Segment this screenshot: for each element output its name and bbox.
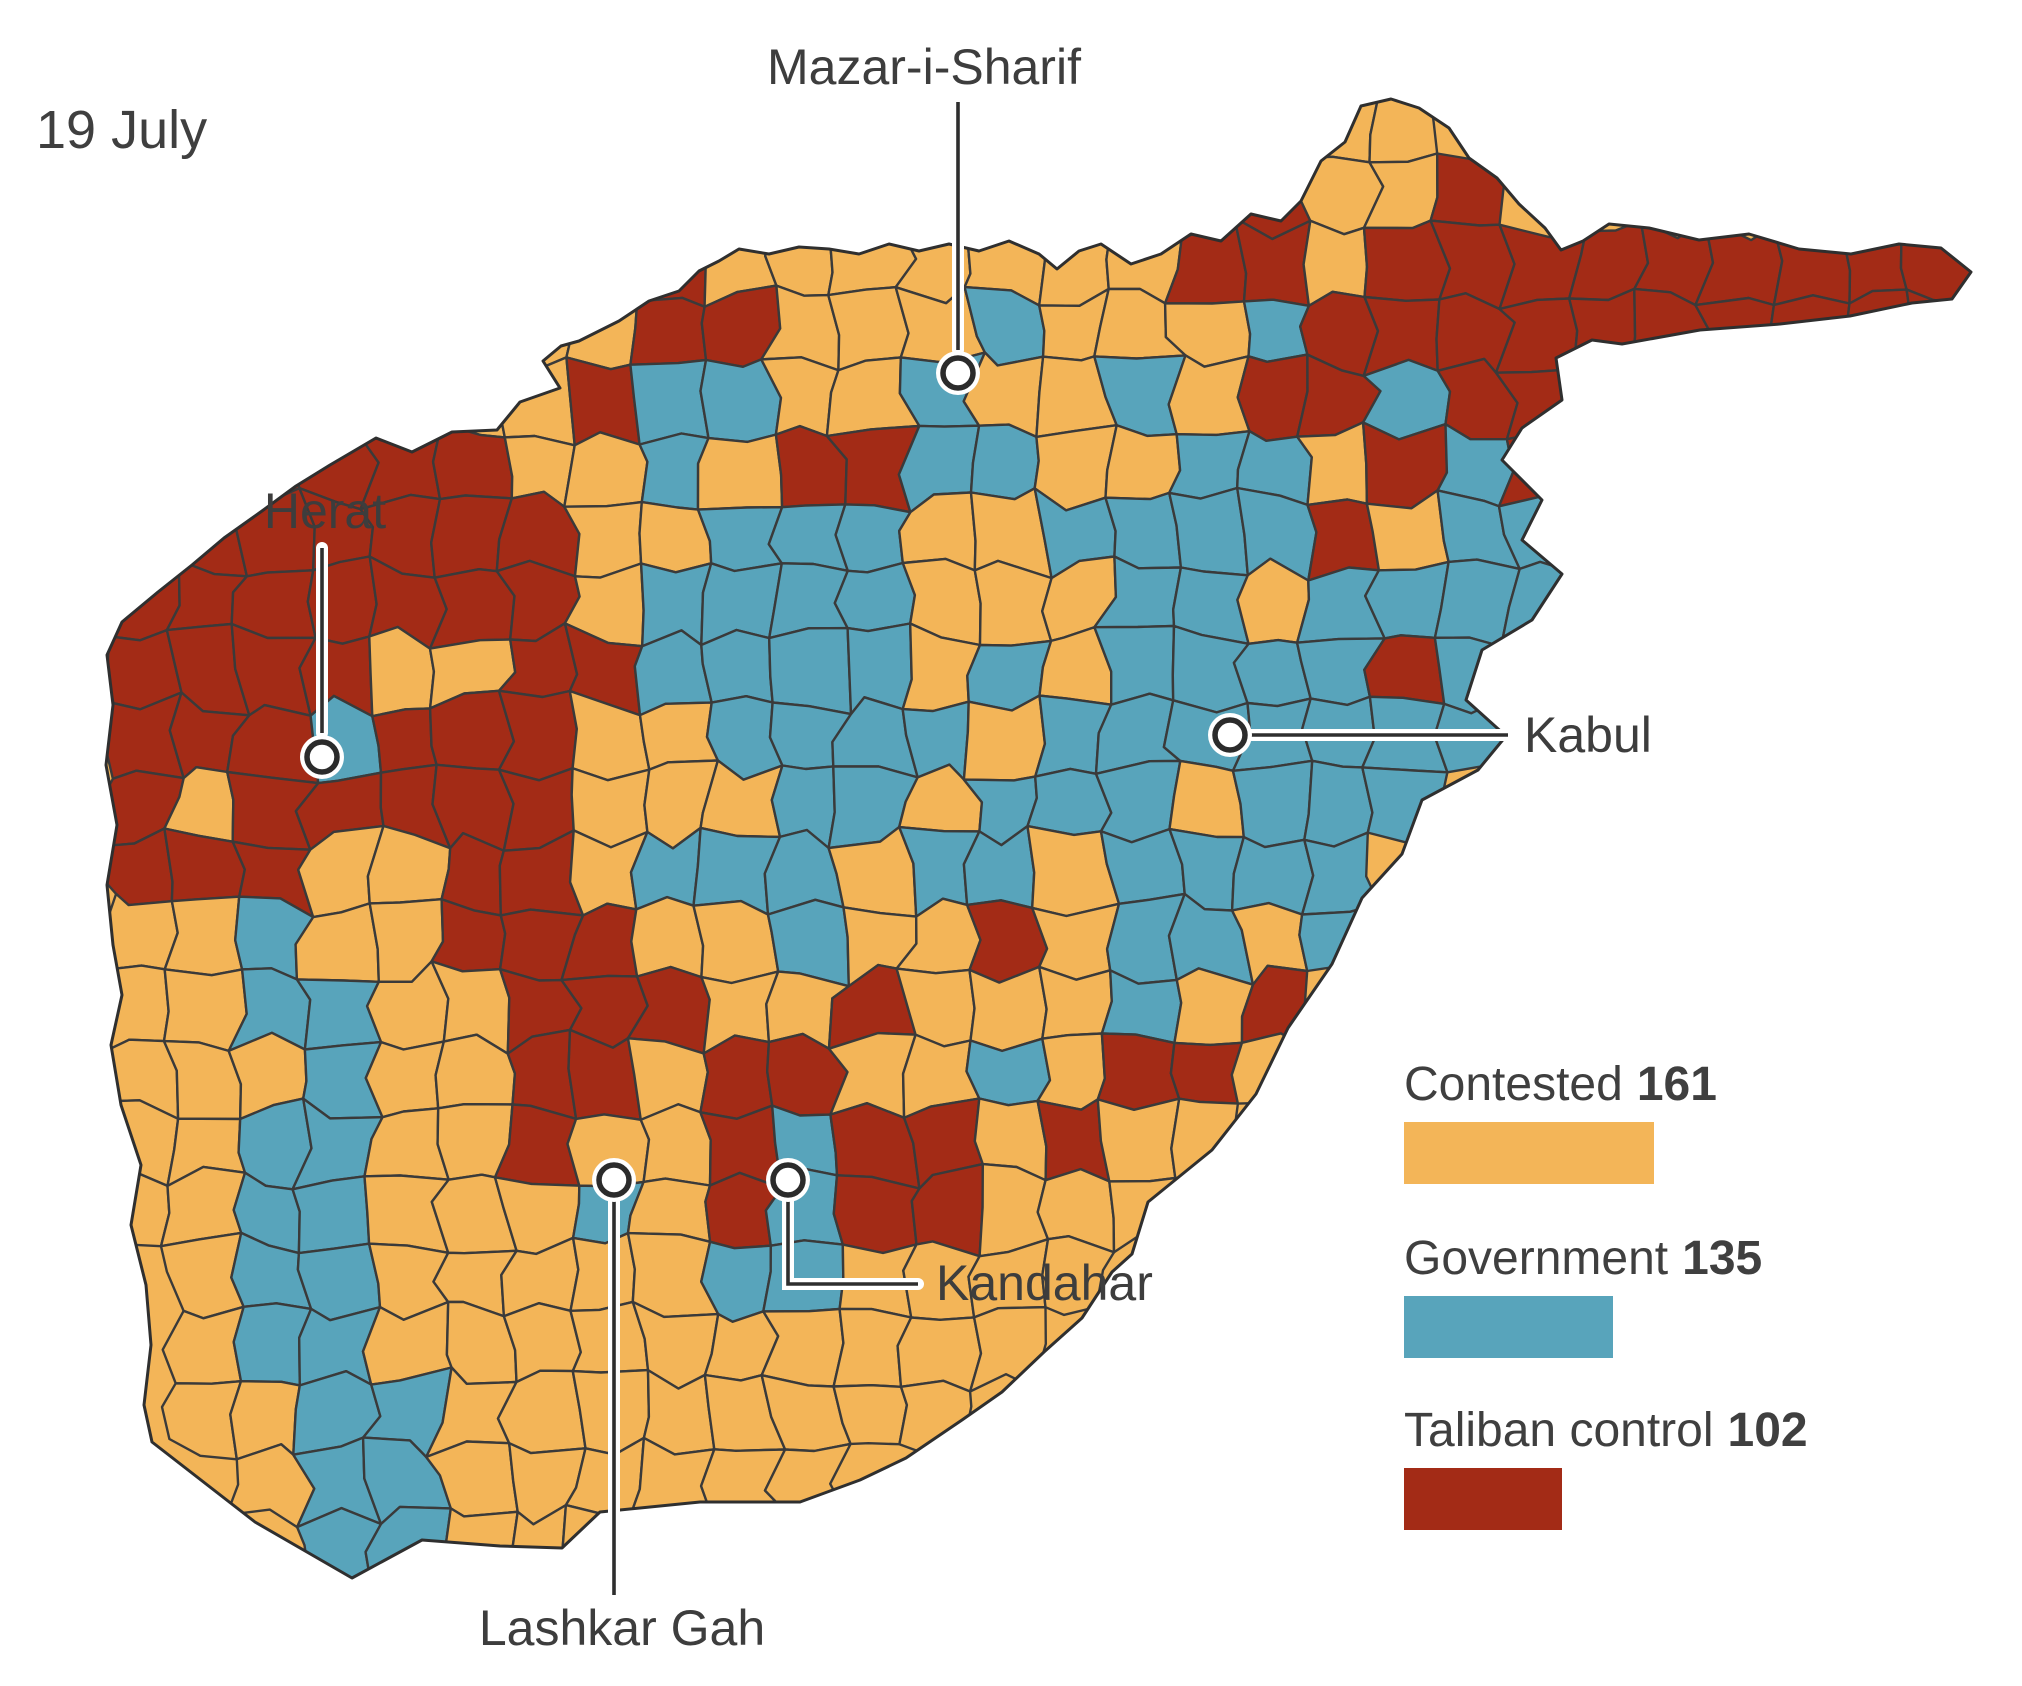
city-label-lashkar-gah: Lashkar Gah (479, 1600, 765, 1656)
district-cell (229, 1379, 301, 1461)
legend-label-contested: Contested 161 (1404, 1058, 1717, 1111)
district-cell (1694, 296, 1776, 372)
legend-label-taliban: Taliban control 102 (1404, 1404, 1808, 1457)
district-cell (700, 628, 774, 704)
city-label-mazar-i-sharif: Mazar-i-Sharif (767, 39, 1081, 95)
marker-kabul (1208, 713, 1252, 757)
district-cell (962, 694, 1047, 782)
district-cell (1293, 99, 1381, 164)
district-cell (1096, 1032, 1181, 1112)
district-cell (1036, 1032, 1107, 1111)
districts-layer (106, 99, 1971, 1578)
legend-swatch-taliban (1404, 1468, 1562, 1530)
district-cell (629, 296, 708, 366)
district-cell (1242, 298, 1311, 363)
district-cell (1104, 424, 1182, 501)
district-cell (563, 431, 649, 508)
marker-mazar-i-sharif (936, 351, 980, 395)
district-cell (630, 895, 705, 979)
district-cell (561, 1503, 644, 1578)
district-cell (106, 1099, 180, 1188)
legend-swatch-government (1404, 1296, 1613, 1358)
district-cell (768, 626, 853, 716)
district-cell (371, 707, 438, 774)
district-cell (1298, 902, 1381, 981)
district-cell (898, 1379, 973, 1458)
district-cell (364, 1040, 445, 1119)
district-cell (106, 892, 179, 973)
district-cell (968, 965, 1048, 1053)
city-label-kabul: Kabul (1524, 707, 1652, 763)
district-cell (295, 978, 383, 1051)
district-cell (1844, 288, 1919, 370)
district-cell (106, 964, 170, 1051)
district-cell (569, 1231, 636, 1313)
marker-kandahar (766, 1158, 810, 1202)
legend: Contested 161 Government 135 Taliban contr… (1404, 1058, 1808, 1530)
district-cell (1429, 152, 1509, 227)
district-cell (1368, 99, 1439, 164)
legend-swatch-contested (1404, 1122, 1654, 1184)
marker-lashkar-gah (592, 1158, 636, 1202)
district-cell (1236, 353, 1309, 442)
district-cell (1167, 486, 1250, 577)
district-cell (696, 433, 784, 511)
district-cell (832, 1174, 921, 1255)
district-cell (762, 1239, 845, 1313)
district-cell (760, 1307, 845, 1388)
district-cell (639, 1103, 712, 1187)
legend-value-contested: 161 (1637, 1058, 1717, 1111)
legend-value-taliban: 102 (1728, 1404, 1808, 1457)
legend-value-government: 135 (1682, 1232, 1762, 1285)
district-cell (163, 895, 244, 977)
district-cell (1499, 632, 1574, 699)
district-cell (1567, 287, 1637, 377)
district-cell (495, 356, 576, 447)
date-label: 19 July (36, 100, 207, 160)
district-cell (833, 561, 917, 633)
district-mosaic (106, 99, 1971, 1578)
district-cell (692, 899, 780, 985)
district-cell (1230, 835, 1315, 916)
district-cell (1096, 1097, 1181, 1183)
district-cell (291, 1175, 371, 1255)
district-cell (1231, 759, 1314, 849)
leader-kandahar (782, 1194, 924, 1290)
district-cell (1230, 1032, 1313, 1105)
district-cell (699, 1034, 774, 1121)
legend-label-government: Government 135 (1404, 1232, 1762, 1285)
district-cell (965, 1037, 1052, 1107)
city-label-kandahar: Kandahar (936, 1255, 1153, 1311)
district-cell (1767, 294, 1851, 372)
district-cell (973, 559, 1053, 647)
district-cell (846, 622, 913, 716)
city-label-herat: Herat (264, 483, 386, 539)
marker-herat (300, 735, 344, 779)
district-cell (629, 358, 710, 446)
district-cell (160, 491, 249, 578)
district-cell (106, 492, 181, 576)
district-cell (969, 423, 1040, 501)
district-cell (1772, 216, 1852, 307)
